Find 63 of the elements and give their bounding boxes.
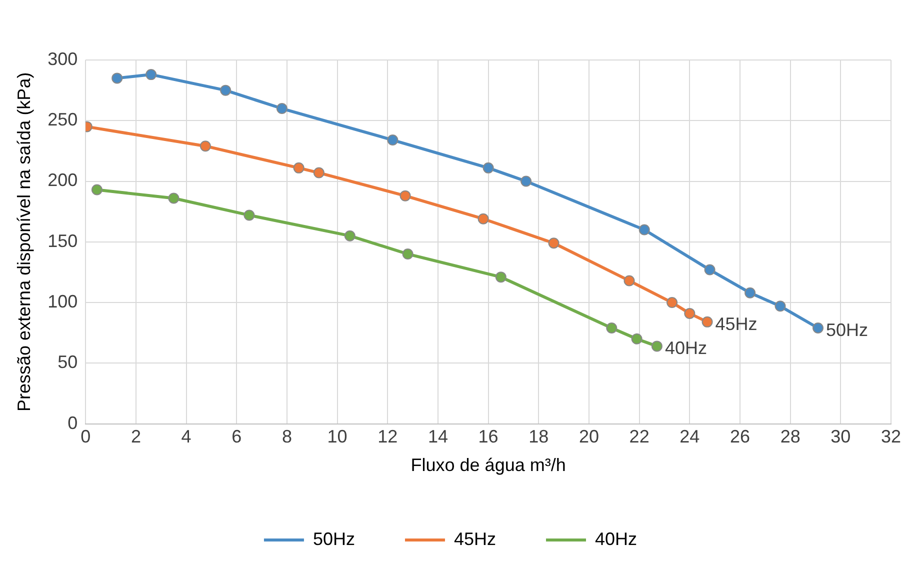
point (702, 316, 713, 328)
annotation: 40Hz (664, 338, 707, 358)
legend-label: 50Hz (312, 528, 355, 549)
x-axis-title: Fluxo de água m³/h (410, 455, 566, 476)
point (387, 134, 398, 146)
annotation: 50Hz (826, 320, 868, 340)
x-tick-label: 20 (578, 426, 600, 447)
y-tick-label: 0 (68, 412, 78, 433)
x-tick-label: 10 (327, 426, 348, 447)
point (704, 264, 716, 276)
point (91, 184, 102, 196)
point (631, 333, 642, 344)
point (402, 248, 414, 260)
y-tick-label: 150 (48, 230, 78, 251)
x-tick-label: 2 (130, 426, 141, 447)
legend-label: 45Hz (454, 528, 496, 549)
point (146, 69, 157, 80)
point (666, 297, 678, 308)
x-tick-label: 22 (629, 426, 650, 447)
point (344, 230, 356, 242)
x-tick-label: 8 (282, 426, 292, 447)
annotation: 45Hz (715, 314, 758, 334)
y-tick-label: 250 (48, 110, 78, 130)
point (774, 300, 786, 312)
point (478, 213, 489, 224)
point (520, 176, 532, 187)
point (313, 167, 324, 178)
point (812, 322, 824, 334)
x-tick-label: 14 (428, 426, 448, 447)
x-tick-label: 4 (181, 426, 192, 447)
x-tick-label: 24 (680, 426, 700, 447)
point (220, 84, 232, 96)
y-axis-title: Pressão externa disponível na saída (kPa) (14, 72, 34, 412)
legend-label: 40Hz (595, 528, 638, 549)
point (112, 72, 123, 84)
y-tick-label: 50 (58, 352, 78, 372)
x-tick-label: 6 (232, 426, 242, 447)
point (200, 140, 211, 152)
x-tick-label: 16 (478, 426, 498, 447)
point (276, 103, 288, 114)
x-tick-label: 18 (528, 426, 549, 447)
x-tick-label: 28 (780, 426, 800, 447)
point (638, 224, 650, 236)
point (168, 192, 180, 204)
x-tick-label: 12 (378, 426, 398, 447)
point (744, 287, 756, 298)
x-tick-label: 0 (80, 426, 91, 447)
point (495, 272, 506, 283)
point (606, 322, 618, 334)
point (684, 308, 696, 319)
point (651, 340, 662, 352)
y-tick-label: 200 (48, 170, 78, 190)
x-tick-label: 26 (730, 426, 750, 447)
x-tick-label: 32 (880, 426, 902, 447)
point (548, 238, 560, 249)
point (482, 162, 494, 174)
point (624, 275, 635, 286)
point (293, 162, 304, 174)
y-tick-label: 100 (48, 292, 78, 312)
y-tick-label: 300 (48, 48, 78, 69)
point (244, 210, 255, 221)
x-tick-label: 30 (830, 426, 851, 447)
point (400, 190, 411, 202)
